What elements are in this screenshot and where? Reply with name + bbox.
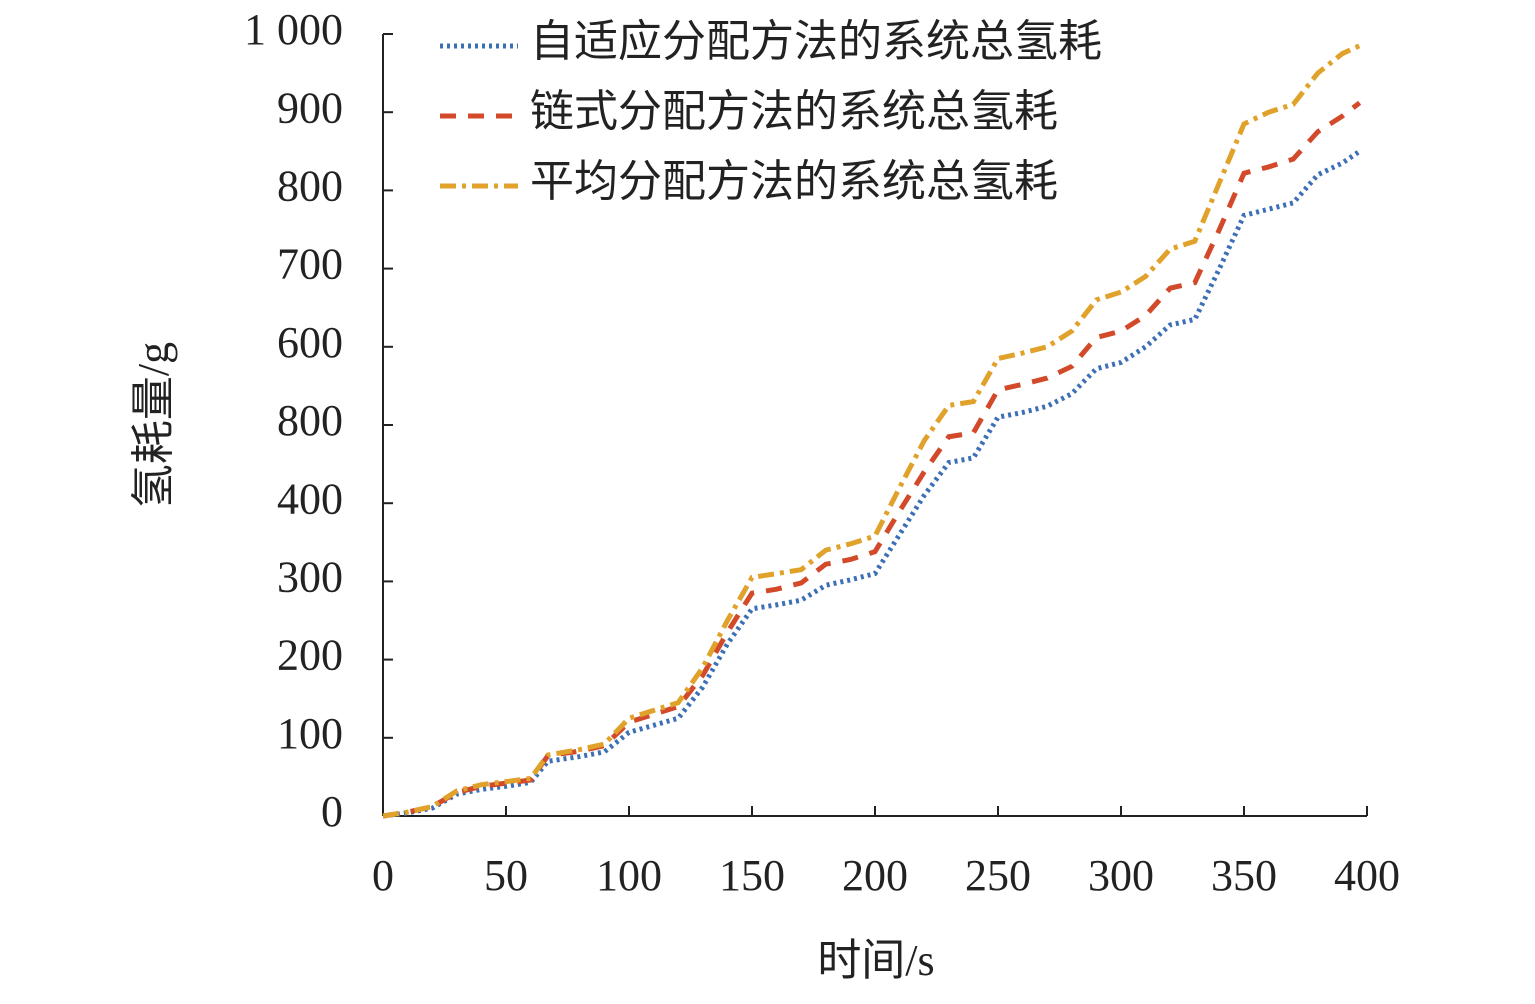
x-tick-label: 150 <box>719 851 785 900</box>
y-tick-label: 400 <box>277 474 343 523</box>
x-tick-label: 200 <box>842 851 908 900</box>
y-tick-label: 100 <box>277 709 343 758</box>
y-tick-label: 900 <box>277 83 343 132</box>
x-tick-label: 50 <box>484 851 528 900</box>
y-tick-label: 300 <box>277 552 343 601</box>
x-tick-label: 400 <box>1334 851 1400 900</box>
y-tick-label: 800 <box>277 396 343 445</box>
legend-label: 链式分配方法的系统总氢耗 <box>530 87 1058 136</box>
y-tick-label: 600 <box>277 318 343 367</box>
y-tick-label: 1 000 <box>244 5 343 54</box>
x-tick-label: 300 <box>1088 851 1154 900</box>
line-series <box>382 100 1362 819</box>
legend-label: 自适应分配方法的系统总氢耗 <box>530 17 1102 66</box>
y-axis-label: 氢耗量/g <box>129 342 178 508</box>
y-tick-label: 800 <box>277 161 343 210</box>
y-tick-label: 0 <box>321 787 343 836</box>
legend-label: 平均分配方法的系统总氢耗 <box>530 157 1058 206</box>
y-tick-label: 200 <box>277 631 343 680</box>
x-tick-label: 0 <box>372 851 394 900</box>
line-series <box>382 43 1361 819</box>
x-tick-label: 100 <box>596 851 662 900</box>
x-tick-label: 250 <box>965 851 1031 900</box>
x-tick-label: 350 <box>1211 851 1277 900</box>
line-series <box>382 149 1362 819</box>
y-tick-label: 700 <box>277 240 343 289</box>
x-axis-label: 时间/s <box>817 936 934 985</box>
